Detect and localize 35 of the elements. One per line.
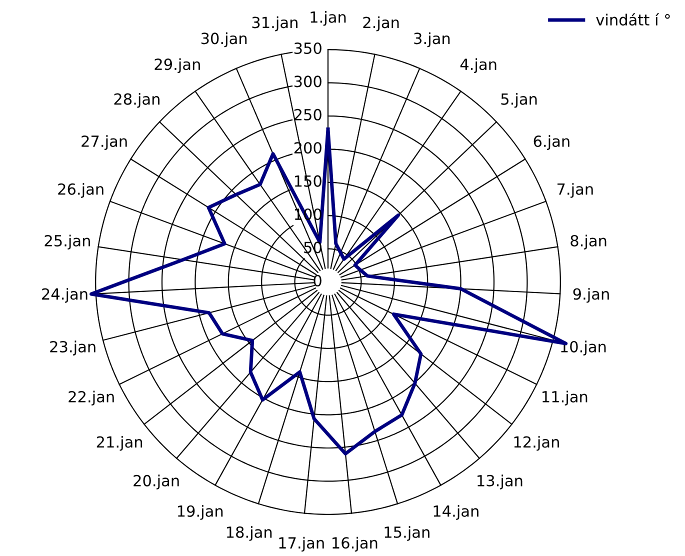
spoke-label: 30.jan — [201, 32, 247, 48]
spoke-label: 13.jan — [478, 474, 522, 490]
legend-label: vindátt í ° — [596, 13, 670, 26]
spoke-label: 12.jan — [514, 436, 559, 451]
spoke-label: 9.jan — [573, 288, 609, 303]
spoke-label: 21.jan — [96, 436, 142, 451]
spoke-label: 1.jan — [310, 11, 346, 26]
spoke-label: 11.jan — [542, 390, 588, 406]
spoke-label: 16.jan — [332, 536, 378, 552]
spoke-label: 5.jan — [501, 93, 537, 108]
spoke-label: 25.jan — [44, 234, 90, 250]
y-tick-label: 0 — [314, 274, 322, 286]
spoke-label: 7.jan — [557, 183, 593, 198]
spoke-label: 6.jan — [534, 135, 570, 150]
spoke-label: 22.jan — [68, 390, 114, 406]
spoke-label: 28.jan — [114, 93, 160, 108]
spoke-label: 3.jan — [414, 32, 450, 48]
spoke-label: 2.jan — [363, 16, 399, 32]
y-tick-label: 350 — [294, 42, 322, 54]
spoke-label: 18.jan — [226, 526, 272, 541]
spoke-label: 20.jan — [134, 474, 179, 490]
spoke-label: 26.jan — [58, 183, 104, 198]
spoke-label: 24.jan — [42, 288, 88, 303]
spoke-label: 17.jan — [279, 536, 324, 552]
spoke-label: 29.jan — [154, 58, 200, 74]
spoke-label: 8.jan — [570, 234, 606, 250]
spoke-label: 19.jan — [178, 505, 223, 520]
y-tick-label: 250 — [294, 108, 322, 120]
spoke-label: 31.jan — [252, 16, 298, 32]
spoke-label: 27.jan — [82, 135, 127, 150]
spoke-label: 14.jan — [434, 505, 478, 520]
spoke-label: 15.jan — [384, 526, 430, 541]
y-tick-label: 300 — [294, 76, 322, 88]
spoke-label: 4.jan — [460, 58, 496, 74]
spoke-label: 23.jan — [50, 340, 96, 356]
